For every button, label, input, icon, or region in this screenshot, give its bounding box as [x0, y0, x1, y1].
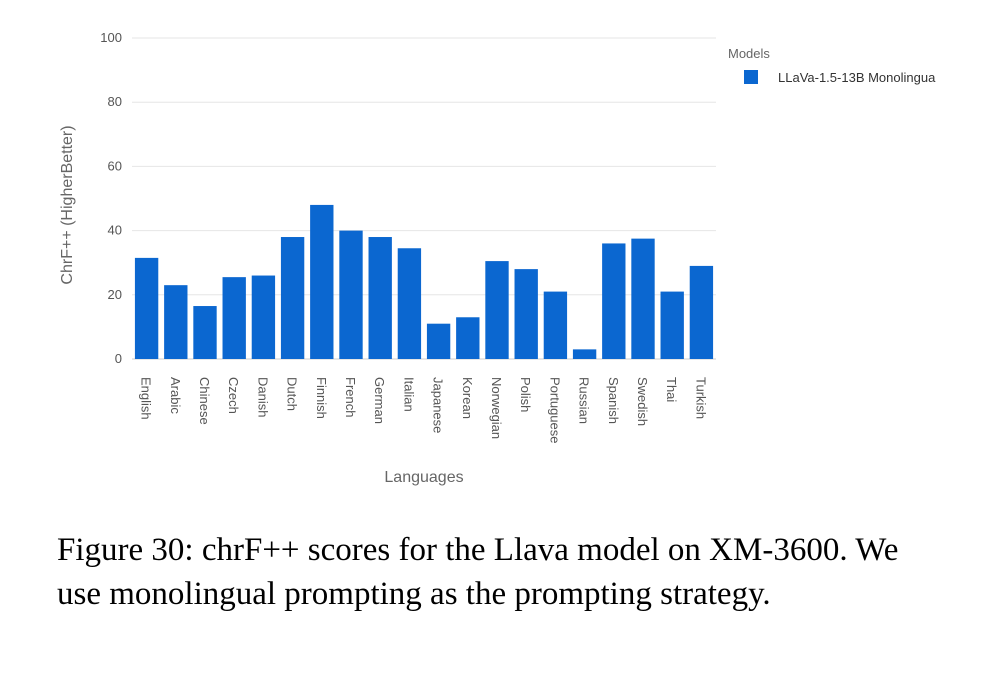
- x-tick-label: Italian: [401, 377, 416, 412]
- y-tick-label: 100: [100, 30, 122, 45]
- x-axis-title: Languages: [384, 469, 463, 486]
- figure-caption: Figure 30: chrF++ scores for the Llava m…: [57, 532, 899, 612]
- bar-thai: [660, 291, 684, 359]
- bar-chart: 0 20 40 60 80 100 English Arabic Chinese Czech Da…: [59, 30, 936, 486]
- y-tick-label: 80: [108, 94, 122, 109]
- bar-spanish: [602, 243, 626, 359]
- bar-portuguese: [543, 291, 568, 359]
- bar-arabic: [164, 285, 188, 359]
- x-tick-label: Dutch: [285, 377, 300, 411]
- bar-polish: [514, 269, 538, 359]
- legend-title: Models: [728, 46, 770, 61]
- bar-italian: [397, 248, 422, 359]
- x-tick-label: Swedish: [635, 377, 650, 426]
- bar-german: [368, 237, 392, 359]
- x-tick-label: Czech: [226, 377, 241, 414]
- legend-swatch: [744, 70, 758, 84]
- bar-turkish: [689, 265, 714, 359]
- x-tick-label: Polish: [518, 377, 533, 412]
- bar-danish: [251, 275, 276, 359]
- x-tick-label: English: [139, 377, 154, 420]
- bar-czech: [222, 277, 246, 359]
- x-tick-label: Japanese: [431, 377, 446, 433]
- x-tick-label: Russian: [577, 377, 592, 424]
- bar-chinese: [193, 306, 217, 359]
- x-axis-ticks: English Arabic Chinese Czech Danish Dutch Finn…: [139, 377, 709, 444]
- y-tick-label: 20: [108, 287, 122, 302]
- x-tick-label: Portuguese: [547, 377, 562, 444]
- x-tick-label: Norwegian: [489, 377, 504, 439]
- gridlines: [132, 37, 716, 360]
- bar-japanese: [426, 323, 451, 359]
- bar-french: [339, 230, 363, 359]
- x-tick-label: Arabic: [168, 377, 183, 414]
- x-tick-label: Danish: [255, 377, 270, 417]
- bar-finnish: [310, 204, 334, 359]
- x-tick-label: Spanish: [606, 377, 621, 424]
- bars: [134, 204, 714, 359]
- bar-swedish: [631, 238, 655, 359]
- x-tick-label: German: [372, 377, 387, 424]
- bar-dutch: [280, 237, 305, 359]
- x-tick-label: Korean: [460, 377, 475, 419]
- x-tick-label: Chinese: [197, 377, 212, 425]
- x-tick-label: French: [343, 377, 358, 417]
- x-tick-label: Turkish: [693, 377, 708, 419]
- y-tick-label: 40: [108, 223, 122, 238]
- x-tick-label: Thai: [664, 377, 679, 402]
- y-tick-label: 0: [115, 351, 122, 366]
- legend: Models LLaVa-1.5-13B Monolingua: [728, 46, 936, 85]
- y-axis-title: ChrF++ (HigherBetter): [59, 125, 76, 284]
- y-axis-ticks: 0 20 40 60 80 100: [100, 30, 122, 366]
- x-tick-label: Finnish: [314, 377, 329, 419]
- bar-english: [134, 257, 159, 359]
- y-tick-label: 60: [108, 158, 122, 173]
- bar-korean: [456, 317, 480, 359]
- bar-russian: [572, 349, 597, 359]
- bar-norwegian: [485, 261, 509, 359]
- legend-label: LLaVa-1.5-13B Monolingua: [778, 70, 936, 85]
